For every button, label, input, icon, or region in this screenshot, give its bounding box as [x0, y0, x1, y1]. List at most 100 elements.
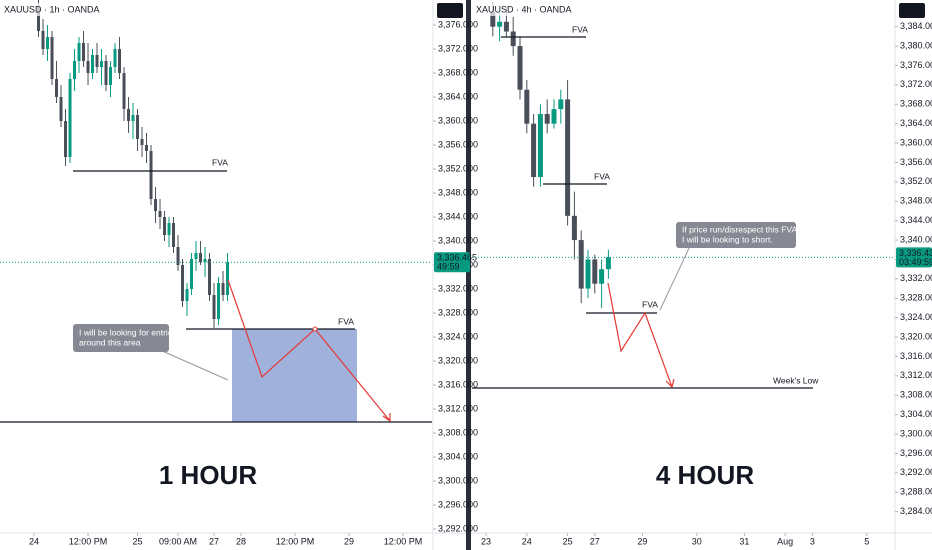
countdown-label: 49:59 — [437, 262, 460, 272]
y-tick-label: 3,372.000 — [438, 43, 478, 53]
y-tick-label: 3,344.000 — [900, 215, 932, 225]
x-tick-label: 30 — [692, 536, 702, 546]
candle-body — [82, 43, 86, 62]
fva-label: FVA — [338, 316, 354, 326]
x-tick-label: 3 — [810, 536, 815, 546]
callout-box — [676, 222, 796, 248]
candle-body — [41, 31, 45, 50]
callout-pointer — [659, 245, 691, 311]
plot-area — [37, 0, 230, 328]
candle-body — [524, 89, 530, 124]
candle-body — [599, 269, 605, 284]
callout-text: I will be looking to short. — [682, 234, 773, 244]
title-bg — [2, 3, 72, 16]
candle-body — [585, 259, 591, 289]
x-tick-label: 25 — [563, 536, 573, 546]
candle-body — [531, 123, 537, 178]
chart-title: XAUUSD · 1h · OANDA — [4, 4, 100, 14]
candle-body — [592, 259, 598, 284]
y-tick-label: 3,344.000 — [438, 211, 478, 221]
candle-body — [199, 253, 203, 263]
candle-body — [50, 37, 54, 80]
y-tick-label: 3,368.000 — [900, 99, 932, 109]
callout-text: If price run/disrespect this FVA, — [682, 224, 799, 234]
candle-body — [517, 46, 523, 90]
y-tick-label: 3,352.000 — [900, 176, 932, 186]
y-tick-label: 3,360.000 — [438, 115, 478, 125]
arrow-head — [382, 413, 391, 423]
y-tick-label: 3,296.000 — [438, 499, 478, 509]
panel-separator — [466, 0, 471, 550]
x-tick-label: 25 — [133, 536, 143, 546]
y-tick-label: 3,324.000 — [438, 331, 478, 341]
x-tick-label: 27 — [590, 536, 600, 546]
candle-body — [131, 115, 135, 122]
candle-body — [113, 49, 117, 68]
x-tick-label: 24 — [29, 536, 39, 546]
candle-body — [158, 211, 162, 218]
last-price-label: 3,336.465 — [437, 253, 477, 263]
y-tick-label: 3,372.000 — [900, 79, 932, 89]
y-tick-label: 3,380.000 — [900, 40, 932, 50]
callout-pointer — [159, 349, 229, 381]
chart-title: XAUUSD · 4h · OANDA — [476, 4, 572, 14]
y-tick-label: 3,296.000 — [900, 448, 932, 458]
candle-body — [605, 257, 611, 270]
plot-area — [490, 2, 611, 308]
projection-path — [227, 279, 391, 422]
projection-path — [607, 282, 673, 388]
candle-body — [194, 253, 198, 260]
candle-body — [37, 7, 41, 32]
last-price-box — [896, 247, 932, 268]
y-tick-label: 3,312.000 — [900, 370, 932, 380]
candle-body — [95, 55, 99, 68]
title-bg — [474, 3, 544, 16]
y-tick-label: 3,368.000 — [438, 67, 478, 77]
y-tick-label: 3,308.000 — [438, 427, 478, 437]
candle-body — [109, 67, 113, 86]
candle-body — [73, 61, 77, 80]
candle-body — [208, 259, 212, 295]
y-tick-label: 3,356.000 — [900, 157, 932, 167]
y-tick-label: 3,316.000 — [900, 351, 932, 361]
x-tick-label: 28 — [236, 536, 246, 546]
candle-body — [100, 61, 104, 68]
candle-body — [578, 240, 584, 289]
currency-box — [899, 3, 925, 18]
candle-body — [551, 109, 557, 124]
x-tick-label: 31 — [739, 536, 749, 546]
timeframe-label: 4 HOUR — [656, 460, 754, 490]
y-tick-label: 3,384.000 — [900, 21, 932, 31]
y-tick-label: 3,316.000 — [438, 379, 478, 389]
x-tick-label: 29 — [344, 536, 354, 546]
y-tick-label: 3,320.000 — [900, 331, 932, 341]
last-price-label: 3,336.430 — [899, 248, 932, 258]
y-tick-label: 3,356.000 — [438, 139, 478, 149]
left-panel: 3,292.000 3,296.000 3,300.000 3,304.000 3,30… — [0, 0, 478, 546]
y-tick-label: 3,348.000 — [900, 196, 932, 206]
y-tick-label: 3,304.000 — [438, 451, 478, 461]
y-tick-label: 3,360.000 — [900, 137, 932, 147]
candle-body — [490, 12, 496, 27]
candle-body — [181, 265, 185, 301]
candle-body — [154, 199, 158, 212]
y-tick-label: 3,292.000 — [438, 523, 478, 533]
candle-body — [217, 282, 221, 319]
right-panel: 3,284.000 3,288.000 3,292.000 3,296.000 3,30… — [472, 2, 932, 546]
candle-body — [118, 49, 122, 74]
candle-body — [104, 61, 108, 86]
timeframe-label: 1 HOUR — [159, 460, 257, 490]
callout-text: I will be looking for entries — [79, 327, 177, 337]
arrow-head — [665, 378, 675, 389]
x-tick-label: 12:00 PM — [69, 536, 108, 546]
fva-label: FVA — [212, 157, 228, 167]
candle-body — [497, 21, 503, 27]
y-tick-label: 3,340.000 — [438, 235, 478, 245]
level-label: Week's Low — [773, 375, 819, 385]
candle-body — [565, 99, 571, 216]
y-tick-label: 3,284.000 — [900, 506, 932, 516]
x-tick-label: 12:00 PM — [384, 536, 423, 546]
candle-body — [59, 97, 63, 122]
y-tick-label: 3,320.000 — [438, 355, 478, 365]
fva-label: FVA — [572, 24, 588, 34]
